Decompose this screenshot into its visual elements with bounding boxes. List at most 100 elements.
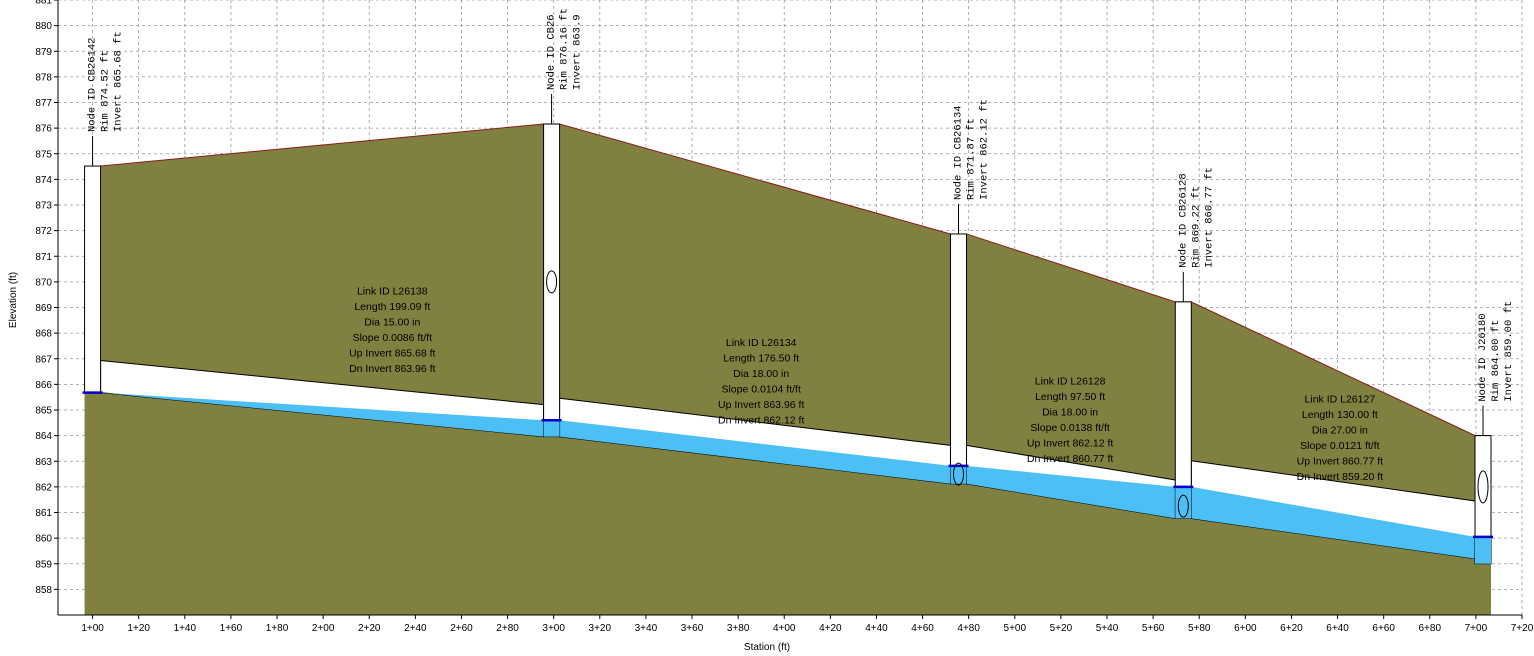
x-tick-label: 5+80 [1188,623,1211,634]
link-label-text: Dn Invert 863.96 ft [349,363,435,375]
link-label-text: Link ID L26128 [1035,375,1106,387]
node-manhole [950,233,968,485]
y-tick-label: 876 [35,124,52,135]
x-tick-label: 6+00 [1234,623,1257,634]
node-label-text: Invert 863.9 [572,14,584,90]
link-label-text: Dia 18.00 in [1042,406,1098,418]
x-tick-label: 4+40 [865,623,888,634]
node-label-text: Node ID CB26142 [87,38,99,133]
link-label-text: Up Invert 863.96 ft [718,399,804,411]
x-tick-label: 3+00 [542,623,565,634]
y-tick-label: 877 [35,98,52,109]
link-label-text: Dia 18.00 in [733,368,789,380]
x-tick-label: 1+00 [81,623,104,634]
x-tick-label: 7+20 [1511,623,1534,634]
x-tick-label: 5+00 [1004,623,1027,634]
x-tick-label: 3+20 [589,623,612,634]
pipe-cross-section [953,462,965,486]
node-label-text: Rim 871.87 ft [966,118,978,200]
y-tick-label: 870 [35,277,52,288]
y-tick-label: 866 [35,380,52,391]
label-layer: Node ID CB26142 Rim 874.52 ft Invert 865.6… [87,8,1515,483]
pipe-cross-section [1177,494,1189,518]
link-label-text: Length 130.00 ft [1302,409,1378,421]
x-tick-label: 5+60 [1142,623,1165,634]
link-label-text: Dn Invert 862.12 ft [718,414,804,426]
x-tick-label: 2+60 [450,623,473,634]
axis-layer: 858 859 860 861 862 863 864 865 866 867 868 869 870 8… [35,0,1534,634]
node-label-text: Rim 864.00 ft [1490,320,1502,402]
x-tick-label: 1+80 [266,623,289,634]
x-tick-label: 1+20 [127,623,150,634]
x-tick-label: 6+60 [1372,623,1395,634]
water-L26134 [559,420,951,484]
node-label-text: Node ID CB26 [546,14,558,90]
x-tick-label: 7+00 [1465,623,1488,634]
node-label-text: Invert 859.00 ft [1503,301,1515,402]
y-tick-label: 860 [35,534,52,545]
node-manhole [84,165,102,394]
link-label-text: Link ID L26138 [357,286,428,298]
x-tick-label: 3+60 [681,623,704,634]
y-tick-label: 875 [35,149,52,160]
link-label-text: Slope 0.0121 ft/ft [1300,440,1379,452]
link-label-text: Slope 0.0138 ft/ft [1030,422,1109,434]
link-label-text: Dia 15.00 in [364,317,420,329]
node-label-text: Invert 860.77 ft [1203,167,1215,268]
link-label-text: Up Invert 860.77 ft [1297,455,1383,467]
y-tick-label: 864 [35,431,52,442]
node-water [950,465,967,484]
pipe-cross-section [546,270,558,294]
node-label-text: Rim 874.52 ft [100,50,112,132]
x-tick-label: 2+20 [358,623,381,634]
y-tick-label: 862 [35,482,52,493]
link-label-text: Link ID L26127 [1305,393,1376,405]
x-axis-title: Station (ft) [744,642,790,653]
y-tick-label: 863 [35,457,52,468]
y-tick-label: 873 [35,201,52,212]
x-tick-label: 5+40 [1096,623,1119,634]
x-tick-label: 1+40 [174,623,197,634]
node-label-text: Rim 869.22 ft [1190,186,1202,268]
link-label-text: Up Invert 865.68 ft [349,348,435,360]
x-tick-label: 3+40 [635,623,658,634]
link-label-text: Length 199.09 ft [354,301,430,313]
node-label-text: Invert 865.68 ft [113,31,125,132]
y-tick-label: 868 [35,329,52,340]
x-tick-label: 6+20 [1280,623,1303,634]
y-tick-label: 865 [35,406,52,417]
x-tick-label: 6+40 [1326,623,1349,634]
y-axis-title: Elevation (ft) [8,272,19,328]
y-tick-label: 879 [35,47,52,58]
y-tick-label: 872 [35,226,52,237]
node-water [1175,486,1192,519]
link-label-text: Length 97.50 ft [1035,391,1105,403]
node-label-text: Node ID CB26128 [1177,173,1189,268]
y-tick-label: 861 [35,508,52,519]
link-label-text: Slope 0.0104 ft/ft [721,383,800,395]
x-tick-label: 2+80 [496,623,519,634]
y-tick-label: 858 [35,585,52,596]
x-tick-label: 6+80 [1419,623,1442,634]
link-label-text: Dn Invert 860.77 ft [1027,453,1113,465]
x-tick-label: 2+40 [404,623,427,634]
link-label-text: Slope 0.0086 ft/ft [353,332,432,344]
link-label-text: Dn Invert 859.20 ft [1297,471,1383,483]
y-tick-label: 878 [35,72,52,83]
y-tick-label: 874 [35,175,52,186]
node-water [543,420,560,437]
node-manhole [543,123,561,438]
y-tick-label: 869 [35,303,52,314]
x-tick-label: 1+60 [220,623,243,634]
node-label-text: Rim 876.16 ft [559,8,571,90]
link-label-text: Up Invert 862.12 ft [1027,437,1113,449]
pipe-layer [100,359,1476,560]
water-L26128 [966,465,1176,519]
node-label-text: Node ID CB26134 [953,105,965,200]
node-layer [82,94,1494,565]
x-tick-label: 4+20 [819,623,842,634]
x-tick-label: 5+20 [1050,623,1073,634]
link-label-text: Link ID L26134 [726,337,797,349]
y-tick-label: 880 [35,21,52,32]
